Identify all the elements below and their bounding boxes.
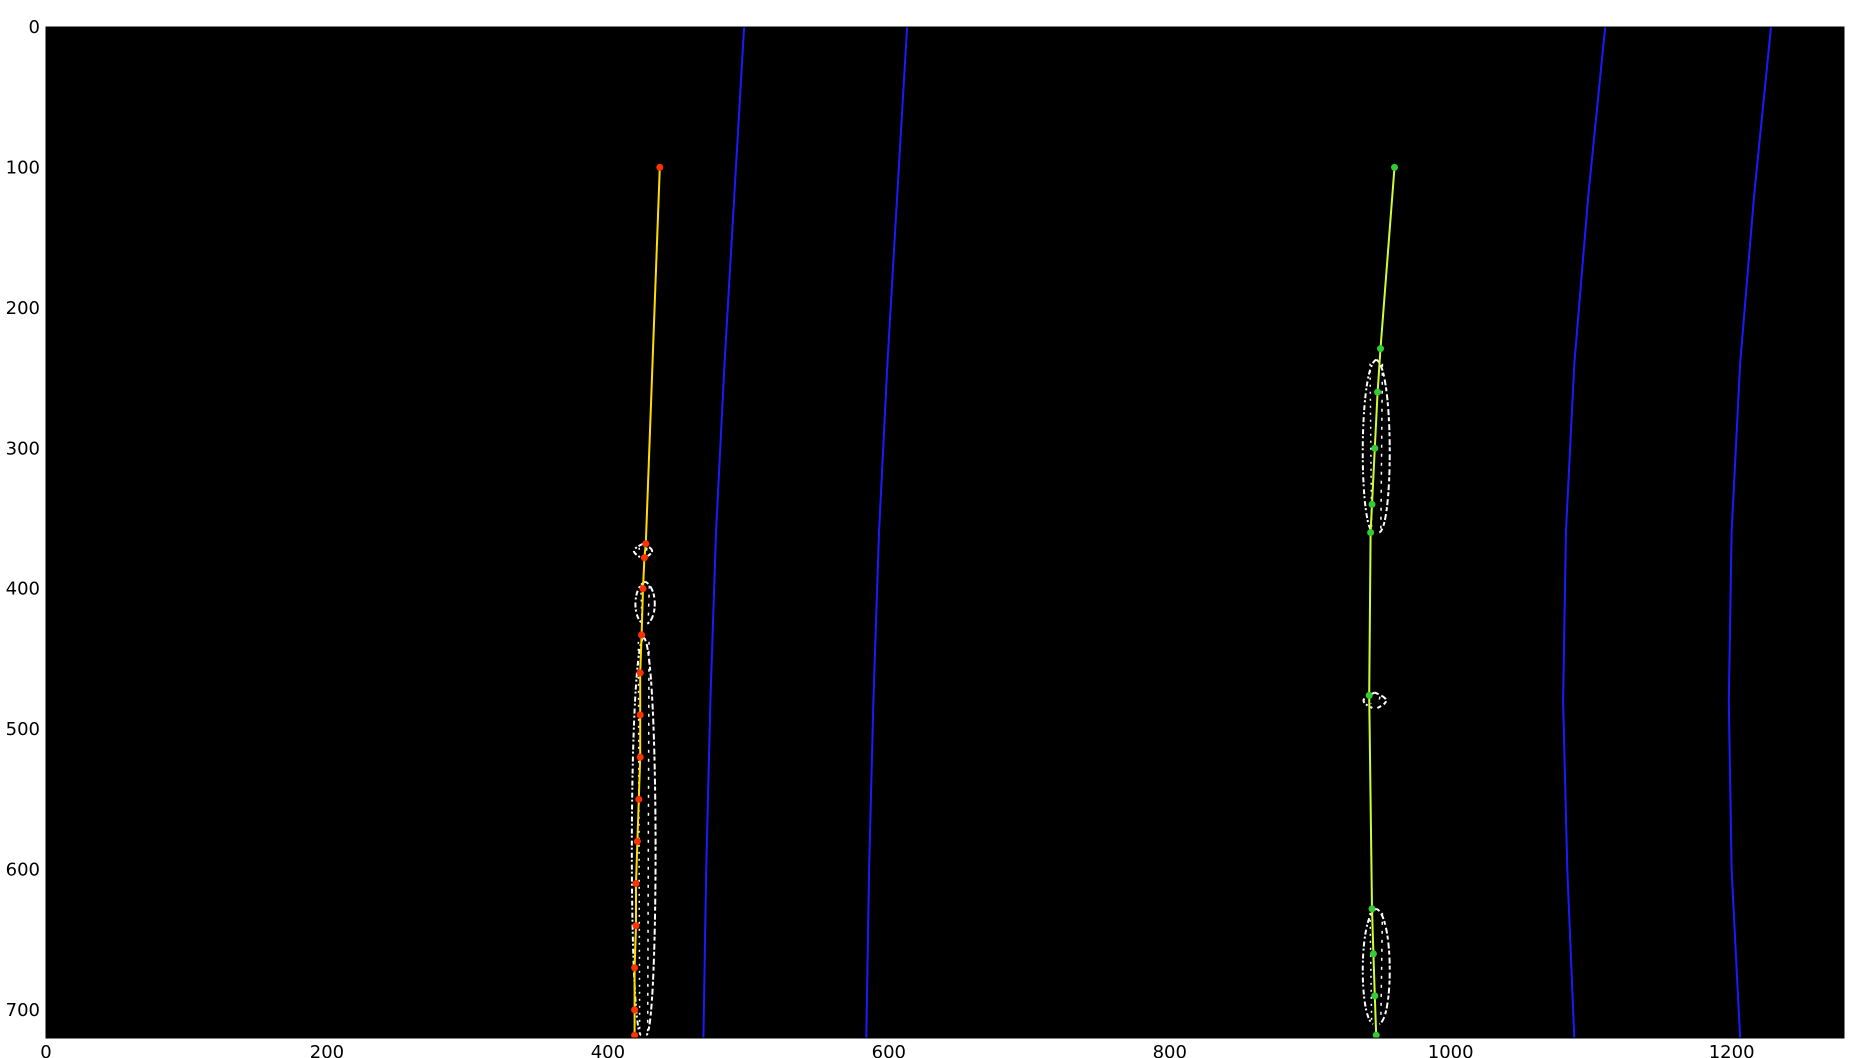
left-fit-point-12: [631, 964, 639, 972]
y-tick-label-2: 200: [6, 298, 40, 319]
axes-frame: [45, 26, 1845, 1039]
right-fit-point-9: [1371, 992, 1379, 1000]
left-fit-point-0: [656, 163, 664, 171]
right-fit-point-5: [1367, 529, 1375, 536]
left-lane-pixels-2: [630, 636, 657, 1037]
search-boundaries-layer: [702, 26, 1772, 1039]
right-fit-point-1: [1377, 345, 1384, 353]
left-fit-point-2: [640, 554, 648, 562]
right-lane-outer-boundary: [1727, 26, 1772, 1039]
left-lane-inner-boundary: [702, 26, 746, 1039]
x-tick-label-1: 200: [310, 1042, 344, 1058]
left-fit-point-7: [636, 753, 644, 761]
x-tick-label-0: 0: [40, 1042, 51, 1058]
x-tick-label-6: 1200: [1709, 1042, 1755, 1058]
right-fit-point-6: [1365, 691, 1373, 699]
right-fit-point-10: [1372, 1031, 1380, 1039]
right-fit-point-7: [1368, 905, 1376, 913]
left-fit-point-10: [632, 880, 640, 887]
y-tick-label-6: 600: [6, 860, 40, 881]
left-fit-point-3: [639, 585, 647, 593]
fit-lines-layer: [631, 163, 1398, 1039]
left-fit-point-9: [633, 837, 641, 845]
x-tick-label-2: 400: [591, 1042, 625, 1058]
left-fit-point-5: [636, 669, 644, 677]
right-lane-inner-boundary: [1562, 26, 1607, 1039]
right-fit-point-8: [1369, 950, 1377, 958]
right-lane-pixels-2: [1361, 907, 1391, 1025]
right-fit-point-0: [1391, 163, 1398, 171]
right-fit-point-4: [1368, 500, 1376, 508]
y-axis: 0 100 200 300 400 500 600 700: [6, 17, 51, 1021]
x-tick-label-4: 800: [1153, 1042, 1187, 1058]
right-fit-point-3: [1371, 444, 1379, 452]
image-area: [46, 27, 1844, 1038]
left-fit-point-6: [636, 711, 644, 719]
x-tick-label-3: 600: [872, 1042, 906, 1058]
x-tick-label-5: 1000: [1428, 1042, 1474, 1058]
y-tick-label-1: 100: [6, 157, 40, 178]
left-fit-point-1: [642, 540, 650, 548]
right-lane-pixels-0: [1361, 358, 1391, 534]
left-fit-point-14: [631, 1031, 639, 1039]
y-tick-label-0: 0: [29, 17, 40, 38]
left-fit-point-11: [632, 922, 640, 930]
left-fit-point-8: [635, 795, 643, 803]
y-tick-label-7: 700: [6, 1000, 40, 1021]
x-axis: 0 200 400 600 800 1000 1200: [40, 1033, 1755, 1058]
left-lane-outer-boundary: [865, 26, 909, 1039]
y-tick-label-3: 300: [6, 438, 40, 459]
left-fit-point-13: [631, 1006, 639, 1014]
y-tick-label-4: 400: [6, 579, 40, 600]
left-fit-point-4: [638, 631, 646, 639]
right-fit-point-2: [1374, 388, 1382, 396]
y-tick-label-5: 500: [6, 719, 40, 740]
